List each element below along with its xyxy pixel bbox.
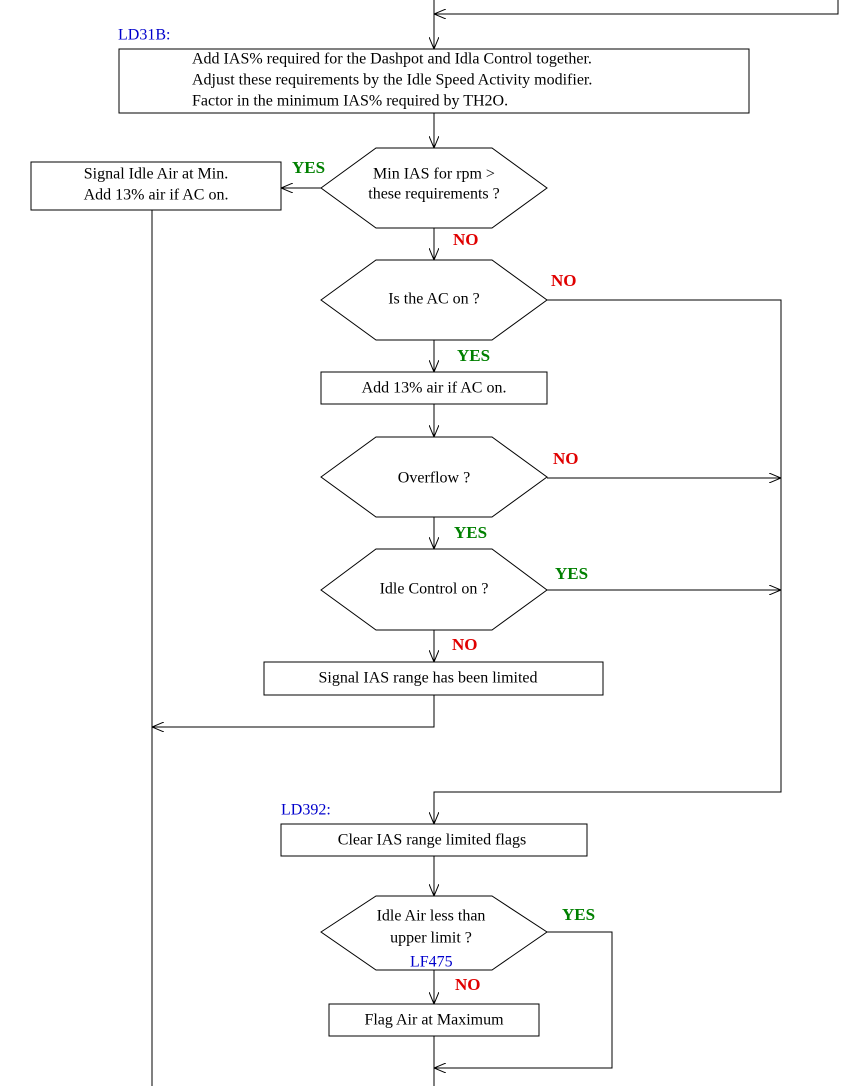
- edge-label: NO: [553, 449, 579, 468]
- node-text: Idle Control on ?: [380, 581, 489, 598]
- process-box: [118, 48, 750, 114]
- shapes: [30, 48, 750, 1037]
- process-box: [328, 1003, 540, 1037]
- node-text: Idle Air less than: [377, 908, 486, 925]
- label: LD392:: [281, 802, 331, 819]
- edge-label: YES: [454, 523, 487, 542]
- process-box: [263, 661, 604, 696]
- process-box: [30, 161, 282, 211]
- node-text: these requirements ?: [368, 186, 500, 203]
- node-text: Overflow ?: [398, 470, 470, 487]
- decision: [320, 548, 548, 631]
- edge-label: NO: [452, 635, 478, 654]
- node-text: Add IAS% required for the Dashpot and Id…: [192, 51, 592, 68]
- node-text: Signal IAS range has been limited: [318, 670, 537, 687]
- edge-label: YES: [562, 905, 595, 924]
- node-text: Adjust these requirements by the Idle Sp…: [192, 72, 592, 89]
- decision: [320, 895, 548, 971]
- edge-label: NO: [453, 230, 479, 249]
- decision: [320, 147, 548, 229]
- node-text: Flag Air at Maximum: [364, 1012, 504, 1029]
- edge-label: YES: [292, 158, 325, 177]
- process-box: [280, 823, 588, 857]
- node-text: Min IAS for rpm >: [373, 166, 495, 183]
- texts: LD31B: LD392: LF475 Add IAS% required fo…: [84, 27, 596, 1029]
- edge-label: YES: [555, 564, 588, 583]
- connectors: [151, 0, 839, 1086]
- edge-label: NO: [551, 271, 577, 290]
- node-text: Is the AC on ?: [388, 291, 480, 308]
- label: LD31B:: [118, 27, 170, 44]
- node-text: upper limit ?: [390, 930, 472, 947]
- decision: [320, 436, 548, 518]
- node-text: Signal Idle Air at Min.: [84, 166, 228, 183]
- node-text: Clear IAS range limited flags: [338, 832, 526, 849]
- node-text: Add 13% air if AC on.: [362, 380, 507, 397]
- edge-label: NO: [455, 975, 481, 994]
- edge-label: YES: [457, 346, 490, 365]
- node-text: Factor in the minimum IAS% required by T…: [192, 93, 508, 110]
- node-text: Add 13% air if AC on.: [84, 187, 229, 204]
- process-box: [320, 371, 548, 405]
- decision: [320, 259, 548, 341]
- label: LF475: [410, 954, 453, 971]
